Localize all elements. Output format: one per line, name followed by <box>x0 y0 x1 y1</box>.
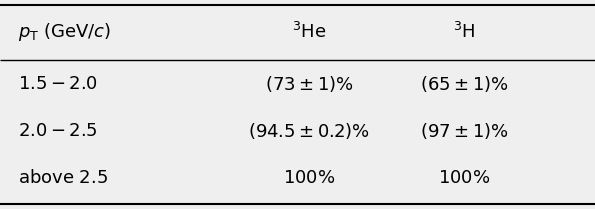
Text: above $2.5$: above $2.5$ <box>18 169 108 187</box>
Text: $(94.5 \pm 0.2)\%$: $(94.5 \pm 0.2)\%$ <box>249 121 370 141</box>
Text: $100\%$: $100\%$ <box>283 169 336 187</box>
Text: $^{3}$H: $^{3}$H <box>453 22 475 42</box>
Text: $(73 \pm 1)\%$: $(73 \pm 1)\%$ <box>265 74 353 94</box>
Text: $(97 \pm 1)\%$: $(97 \pm 1)\%$ <box>420 121 508 141</box>
Text: $100\%$: $100\%$ <box>438 169 490 187</box>
Text: $1.5 - 2.0$: $1.5 - 2.0$ <box>18 75 98 93</box>
Text: $(65 \pm 1)\%$: $(65 \pm 1)\%$ <box>420 74 508 94</box>
Text: $^{3}$He: $^{3}$He <box>292 22 327 42</box>
Text: $p_{\mathrm{T}}$ (GeV/$c$): $p_{\mathrm{T}}$ (GeV/$c$) <box>18 21 111 43</box>
Text: $2.0 - 2.5$: $2.0 - 2.5$ <box>18 122 98 140</box>
